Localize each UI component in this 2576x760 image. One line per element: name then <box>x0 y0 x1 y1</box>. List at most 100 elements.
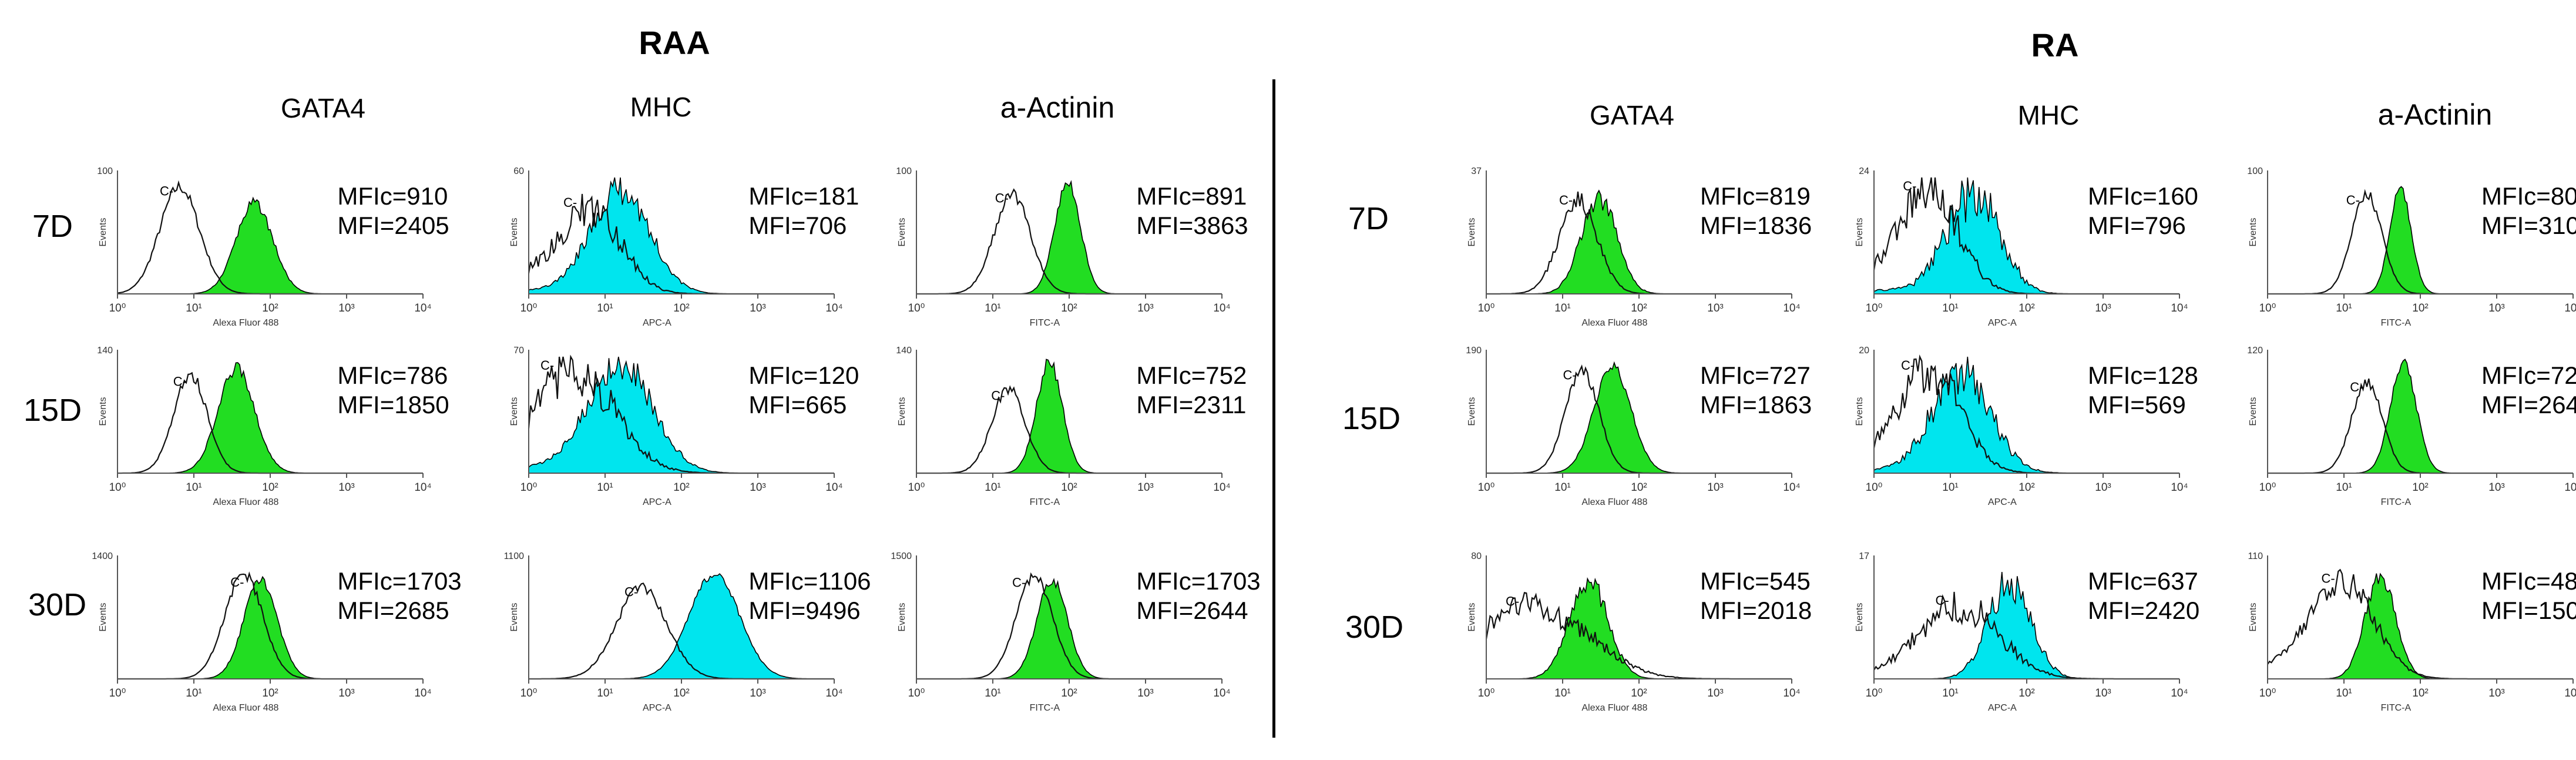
x-tick-label: 10⁴ <box>825 481 842 494</box>
x-tick-label: 10³ <box>750 302 765 314</box>
x-tick-label: 10⁰ <box>1866 687 1883 699</box>
x-tick-label: 10¹ <box>186 302 201 314</box>
x-tick-label: 10⁰ <box>2259 302 2276 314</box>
y-max-label: 120 <box>2247 346 2263 356</box>
histogram-raa-gata4-15d: 10⁰ 10¹ 10² 10³ 10⁴ Alexa Fluor 488 Events 140 C… <box>97 346 449 507</box>
histogram-raa-mhc-15d: 10⁰ 10¹ 10² 10³ 10⁴ APC-A Events 70 C- MFIc=120MF… <box>509 346 859 507</box>
mfi-annotation: MFI=2685 <box>337 597 449 624</box>
x-tick-label: 10² <box>1631 687 1647 699</box>
x-tick-label: 10³ <box>750 687 765 699</box>
control-label: C- <box>991 388 1005 403</box>
mfi-annotation: MFI=2420 <box>2088 597 2199 624</box>
control-label: C- <box>230 575 244 590</box>
y-axis-label: Events <box>897 603 907 632</box>
y-axis-label: Events <box>897 397 907 426</box>
x-tick-label: 10⁰ <box>109 481 126 494</box>
histogram-raa-a-actinin-15d: 10⁰ 10¹ 10² 10³ 10⁴ FITC-A Events 140 C- MFIc=752… <box>896 346 1247 507</box>
row-labels-raa: 7D 15D 30D <box>23 209 86 622</box>
mfic-annotation: MFIc=786 <box>337 361 448 389</box>
x-tick-label: 10¹ <box>597 687 613 699</box>
x-tick-label: 10¹ <box>597 302 613 314</box>
group-ra-header: RA GATA4 MHC a-Actinin <box>1590 26 2492 131</box>
x-tick-label: 10⁴ <box>2564 481 2576 494</box>
y-max-label: 20 <box>1859 346 1869 356</box>
mfi-annotation: MFI=569 <box>2088 391 2186 418</box>
x-tick-label: 10² <box>1061 481 1077 494</box>
mfi-annotation: MFI=3102 <box>2481 212 2576 239</box>
column-label-ra-gata4: GATA4 <box>1590 100 1674 130</box>
control-label: C- <box>540 358 554 373</box>
y-axis-label: Events <box>509 218 519 247</box>
x-tick-label: 10⁴ <box>1783 687 1800 699</box>
x-tick-label: 10⁴ <box>2171 302 2188 314</box>
x-tick-label: 10⁰ <box>109 687 126 699</box>
mfi-annotation: MFI=1850 <box>337 391 449 418</box>
histogram-ra-gata4-30d: 10⁰ 10¹ 10² 10³ 10⁴ Alexa Fluor 488 Events 80 C-… <box>1467 551 1812 713</box>
mfic-annotation: MFIc=752 <box>1136 361 1247 389</box>
row-labels-ra: 7D 15D 30D <box>1342 201 1403 645</box>
row-label-raa-7d: 7D <box>32 209 73 244</box>
mfi-annotation: MFI=2018 <box>1700 597 1812 624</box>
mfic-annotation: MFIc=489 <box>2481 567 2576 595</box>
histogram-ra-a-actinin-7d: 10⁰ 10¹ 10² 10³ 10⁴ FITC-A Events 100 C- MFIc=806… <box>2247 166 2576 328</box>
histogram-raa-a-actinin-7d: 10⁰ 10¹ 10² 10³ 10⁴ FITC-A Events 100 C- MFIc=891… <box>896 166 1248 328</box>
y-max-label: 190 <box>1466 346 1482 356</box>
x-tick-label: 10⁴ <box>2171 481 2188 494</box>
y-max-label: 17 <box>1859 551 1869 561</box>
group-raa-header: RAA GATA4 MHC a-Actinin <box>281 24 1114 124</box>
column-label-raa-actinin: a-Actinin <box>1000 91 1115 124</box>
x-axis-label: Alexa Fluor 488 <box>1581 497 1647 507</box>
column-label-ra-actinin: a-Actinin <box>2378 98 2493 131</box>
x-tick-label: 10⁴ <box>2564 302 2576 314</box>
x-tick-label: 10⁴ <box>414 481 431 494</box>
x-tick-label: 10¹ <box>1554 481 1570 494</box>
x-axis-label: FITC-A <box>2381 497 2412 507</box>
x-tick-label: 10⁰ <box>1866 302 1883 314</box>
control-label: C- <box>2350 380 2363 394</box>
y-axis-label: Events <box>2248 603 2258 632</box>
x-tick-label: 10² <box>1061 302 1077 314</box>
y-max-label: 80 <box>1471 551 1482 561</box>
group-divider <box>1272 79 1275 738</box>
x-tick-label: 10² <box>2019 481 2034 494</box>
y-max-label: 140 <box>896 346 912 356</box>
y-max-label: 70 <box>513 346 524 356</box>
x-axis-label: Alexa Fluor 488 <box>1581 703 1647 713</box>
column-label-raa-mhc: MHC <box>630 92 692 122</box>
mfic-annotation: MFIc=1703 <box>337 567 461 595</box>
row-label-ra-7d: 7D <box>1348 201 1389 236</box>
x-tick-label: 10² <box>2019 687 2034 699</box>
x-tick-label: 10² <box>673 302 689 314</box>
histogram-ra-gata4-15d: 10⁰ 10¹ 10² 10³ 10⁴ Alexa Fluor 488 Events 190 C… <box>1466 346 1812 507</box>
mfi-annotation: MFI=9496 <box>748 597 860 624</box>
control-label: C- <box>1563 367 1577 382</box>
group-title-raa: RAA <box>639 24 710 61</box>
mfic-annotation: MFIc=1106 <box>748 567 871 595</box>
x-axis-label: APC-A <box>1988 318 2017 328</box>
x-tick-label: 10³ <box>1137 302 1153 314</box>
mfi-annotation: MFI=3863 <box>1136 212 1248 239</box>
mfic-annotation: MFIc=637 <box>2088 567 2198 595</box>
x-tick-label: 10² <box>673 481 689 494</box>
x-axis-label: FITC-A <box>2381 318 2412 328</box>
x-tick-label: 10⁴ <box>1783 302 1800 314</box>
x-tick-label: 10² <box>2412 481 2428 494</box>
y-max-label: 100 <box>2247 166 2263 176</box>
x-axis-label: FITC-A <box>1030 703 1060 713</box>
x-tick-label: 10³ <box>750 481 765 494</box>
x-tick-label: 10¹ <box>985 481 1000 494</box>
y-axis-label: Events <box>1467 397 1477 426</box>
group-title-ra: RA <box>2031 26 2079 63</box>
x-tick-label: 10² <box>262 687 278 699</box>
x-tick-label: 10¹ <box>985 302 1000 314</box>
x-tick-label: 10⁰ <box>2259 481 2276 494</box>
mfi-annotation: MFI=2405 <box>337 212 449 239</box>
y-axis-label: Events <box>98 218 108 247</box>
mfic-annotation: MFIc=1703 <box>1136 567 1260 595</box>
x-tick-label: 10² <box>673 687 689 699</box>
control-label: C- <box>1903 179 1916 193</box>
x-tick-label: 10⁰ <box>520 302 538 314</box>
control-label: C- <box>1559 193 1573 207</box>
y-max-label: 100 <box>97 166 113 176</box>
